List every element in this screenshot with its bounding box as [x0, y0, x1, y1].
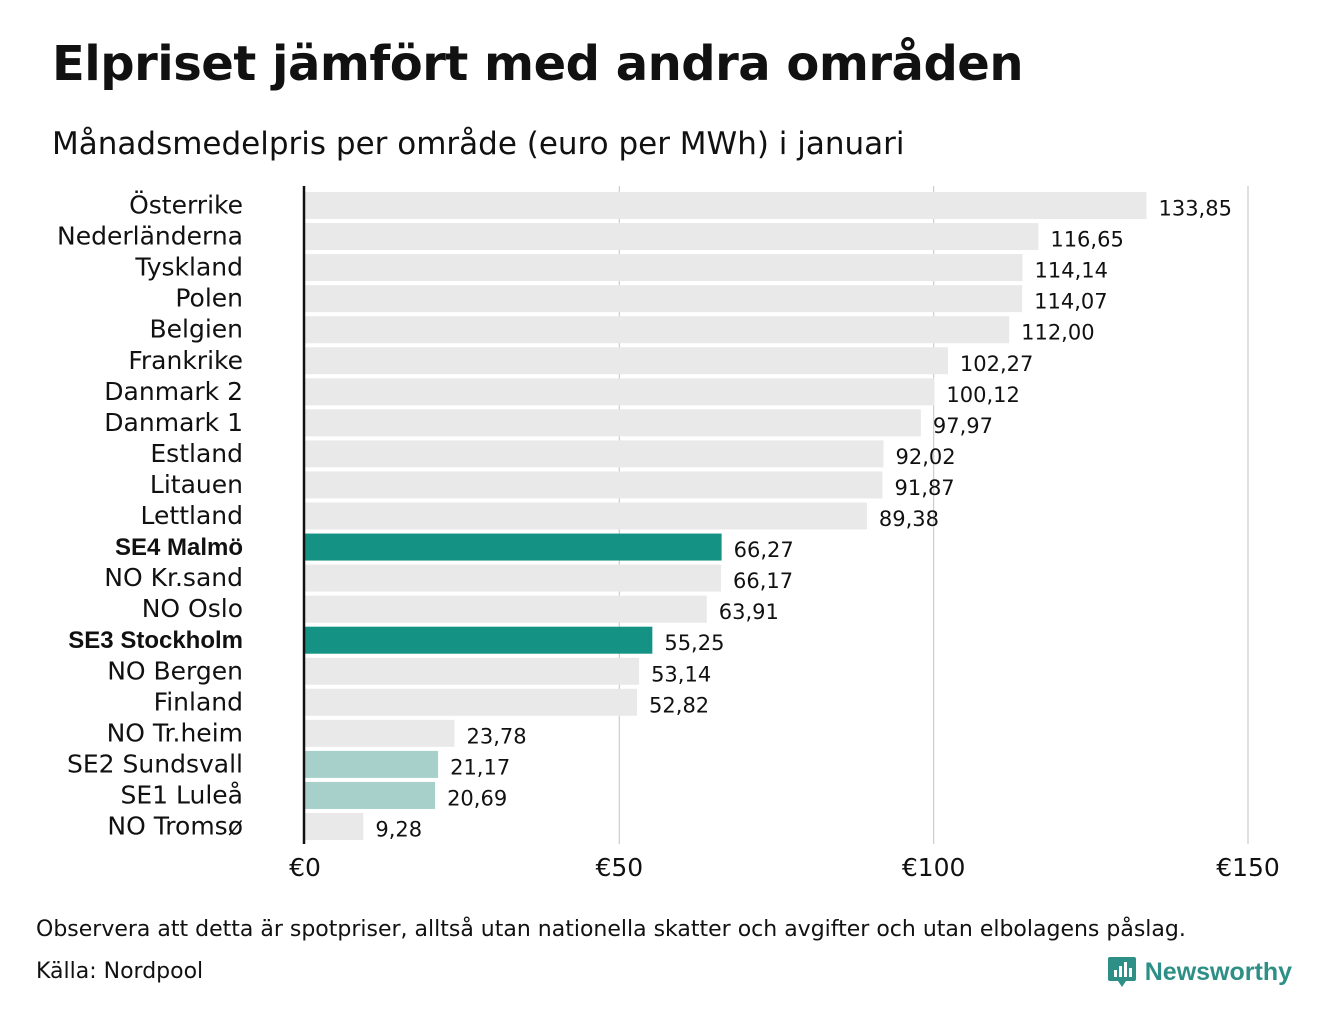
source-text: Källa: Nordpool: [36, 959, 204, 984]
bar: [305, 254, 1023, 282]
category-label: Finland: [154, 687, 243, 716]
value-label: 114,07: [1034, 290, 1107, 314]
value-label: 114,14: [1035, 259, 1108, 283]
value-label: 66,27: [734, 538, 794, 562]
category-label: Nederländerna: [57, 222, 243, 251]
value-label: 9,28: [375, 818, 422, 842]
x-tick-label: €100: [902, 853, 966, 882]
category-label: SE3 Stockholm: [68, 627, 243, 654]
bar: [305, 409, 921, 437]
value-label: 20,69: [447, 786, 507, 810]
category-label: Tyskland: [134, 253, 243, 282]
bar: [305, 502, 867, 530]
value-label: 116,65: [1050, 228, 1123, 252]
category-label: Danmark 1: [104, 408, 243, 437]
bar: [305, 688, 638, 716]
category-label: Belgien: [149, 315, 243, 344]
category-label: SE1 Luleå: [121, 780, 244, 809]
bar: [305, 347, 948, 375]
footnote: Observera att detta är spotpriser, allts…: [36, 917, 1186, 942]
value-label: 55,25: [664, 631, 724, 655]
value-label: 97,97: [933, 414, 993, 438]
bar: [305, 719, 455, 747]
bar: [305, 595, 707, 623]
value-label: 66,17: [733, 569, 793, 593]
category-label: NO Bergen: [107, 656, 243, 685]
category-label: NO Tromsø: [107, 812, 243, 841]
category-label: Estland: [150, 439, 243, 468]
value-label: 91,87: [895, 476, 955, 500]
bar: [305, 223, 1039, 251]
bar-chart: Österrike 133,85 Nederländerna 116,65 Tyskla…: [57, 186, 1280, 882]
value-label: 92,02: [895, 445, 955, 469]
brand-name: Newsworthy: [1144, 957, 1292, 986]
category-label: Österrike: [129, 191, 243, 220]
x-tick-label: €150: [1216, 853, 1280, 882]
bar: [305, 192, 1147, 219]
chart-subtitle: Månadsmedelpris per område (euro per MWh…: [52, 126, 905, 162]
category-label: NO Tr.heim: [107, 718, 243, 747]
category-label: SE4 Malmö: [115, 534, 243, 561]
category-label: Frankrike: [128, 346, 243, 375]
chart-title: Elpriset jämfört med andra områden: [52, 36, 1024, 92]
bar: [305, 316, 1010, 344]
x-tick-label: €50: [595, 853, 643, 882]
x-tick-label: €0: [289, 853, 321, 882]
value-label: 21,17: [450, 755, 510, 779]
bar: [305, 813, 364, 840]
category-label: Litauen: [150, 470, 243, 499]
category-label: SE2 Sundsvall: [67, 749, 243, 778]
bar: [305, 533, 722, 561]
value-label: 53,14: [651, 662, 711, 686]
brand-logo: Newsworthy: [1107, 955, 1292, 989]
bar: [305, 378, 935, 406]
bar: [305, 440, 884, 468]
value-label: 63,91: [719, 600, 779, 624]
category-label: NO Kr.sand: [104, 563, 243, 592]
value-label: 102,27: [960, 352, 1033, 376]
category-label: NO Oslo: [142, 594, 243, 623]
value-label: 112,00: [1021, 321, 1094, 345]
value-label: 52,82: [649, 693, 709, 717]
value-label: 133,85: [1158, 197, 1231, 221]
value-label: 23,78: [466, 724, 526, 748]
category-label: Polen: [175, 284, 243, 313]
bar: [305, 626, 653, 654]
bar: [305, 564, 721, 592]
newsworthy-icon: [1107, 957, 1136, 987]
value-label: 100,12: [946, 383, 1019, 407]
bar: [305, 750, 439, 778]
bar: [305, 285, 1023, 313]
bar: [305, 471, 883, 499]
bar: [305, 781, 436, 809]
category-label: Lettland: [141, 501, 243, 530]
value-label: 89,38: [879, 507, 939, 531]
bar: [305, 657, 640, 685]
category-label: Danmark 2: [104, 377, 243, 406]
